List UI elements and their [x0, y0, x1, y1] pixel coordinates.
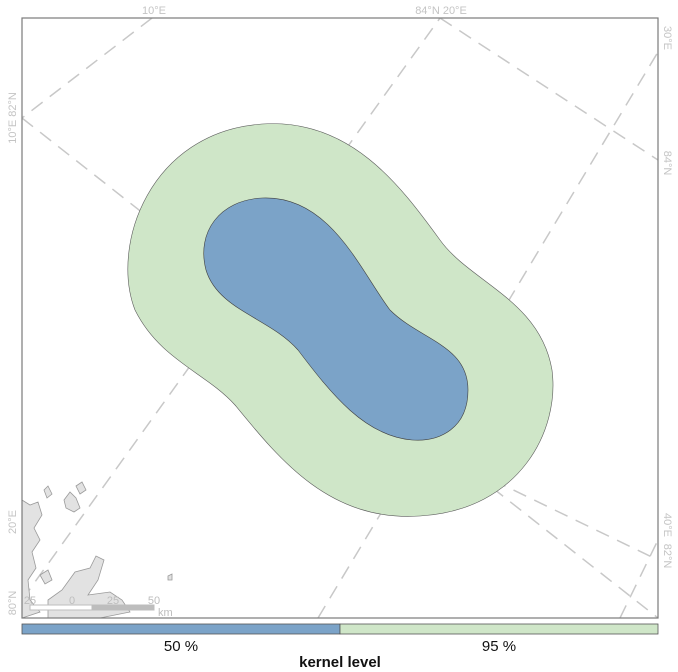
graticule-label-left-bottom: 80°N [7, 591, 19, 616]
scale-unit-label: km [158, 607, 173, 619]
kernel-50-polygon [203, 197, 469, 441]
graticule-label-right-upper: 84°N [661, 151, 673, 176]
scale-tick-label: 25 [107, 595, 119, 607]
scale-bar-segment-white [29, 604, 93, 611]
graticule-label-left-lower: 20°E [7, 510, 19, 534]
legend-swatch-50 [21, 623, 341, 635]
graticule-label-right-top: 30°E [661, 26, 673, 50]
legend-label-95: 95 % [482, 638, 516, 655]
graticule-label-right-bottom: 82°N [661, 544, 673, 569]
graticule-label-right-lower: 40°E [661, 513, 673, 537]
legend-title: kernel level [299, 654, 381, 671]
scale-tick-label: 50 [148, 595, 160, 607]
scale-bar-segment-grey [91, 604, 155, 611]
legend-swatch-95 [339, 623, 659, 635]
scale-bar: 25 0 25 50 km [24, 595, 173, 619]
graticule-label-top-right: 84°N 20°E [415, 5, 467, 17]
graticule-label-top-left: 10°E [142, 5, 166, 17]
scale-tick-label: 25 [24, 595, 36, 607]
legend-label-50: 50 % [164, 638, 198, 655]
graticule-label-left-upper: 10°E 82°N [7, 92, 19, 144]
land-coastline [22, 481, 173, 618]
legend: 50 % 95 % kernel level [21, 623, 659, 671]
map-frame [21, 17, 659, 619]
scale-tick-label: 0 [69, 595, 75, 607]
